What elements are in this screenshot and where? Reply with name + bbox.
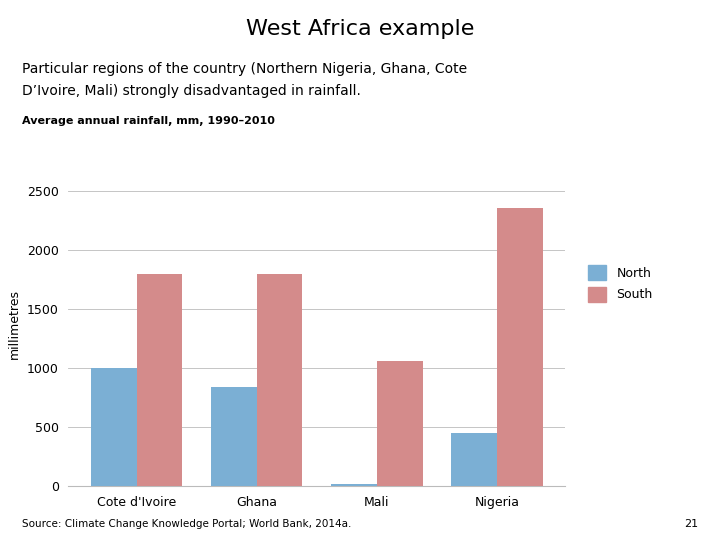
Text: West Africa example: West Africa example [246, 19, 474, 39]
Bar [211, 387, 257, 486]
Bar [257, 274, 302, 486]
Legend: North, South: North, South [581, 259, 659, 308]
Bar [497, 208, 543, 486]
Text: 21: 21 [684, 519, 698, 529]
Text: Average annual rainfall, mm, 1990–2010: Average annual rainfall, mm, 1990–2010 [22, 116, 274, 126]
Bar [331, 484, 377, 486]
Text: Particular regions of the country (Northern Nigeria, Ghana, Cote: Particular regions of the country (North… [22, 62, 467, 76]
Bar [451, 433, 497, 486]
Text: D’Ivoire, Mali) strongly disadvantaged in rainfall.: D’Ivoire, Mali) strongly disadvantaged i… [22, 84, 361, 98]
Text: Source: Climate Change Knowledge Portal; World Bank, 2014a.: Source: Climate Change Knowledge Portal;… [22, 519, 351, 529]
Y-axis label: millimetres: millimetres [8, 289, 22, 359]
Bar [377, 361, 423, 486]
Bar [137, 274, 182, 486]
Bar [91, 368, 137, 486]
